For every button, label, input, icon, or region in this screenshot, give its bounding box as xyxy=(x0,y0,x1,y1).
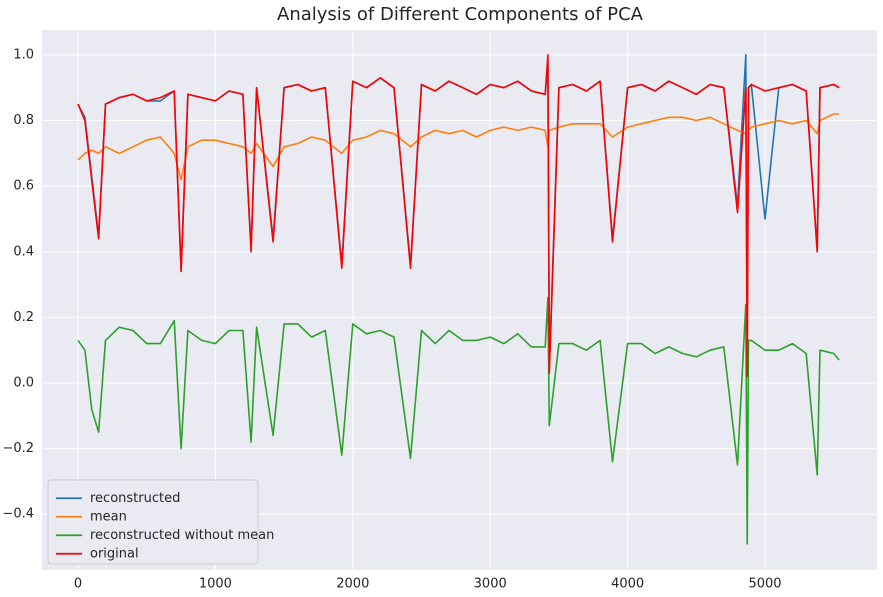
legend: reconstructed mean reconstructed without m… xyxy=(47,479,274,565)
y-tick-label: 0.0 xyxy=(13,376,34,391)
y-tick-label: −0.4 xyxy=(2,507,34,522)
legend-label: reconstructed without mean xyxy=(90,528,274,543)
x-tick-label: 2000 xyxy=(336,577,369,592)
series-line xyxy=(77,296,840,545)
y-tick-label: 0.4 xyxy=(13,244,34,259)
legend-label: original xyxy=(90,546,139,561)
y-tick-label: 0.8 xyxy=(13,113,34,128)
legend-label: mean xyxy=(90,509,127,524)
chart-title: Analysis of Different Components of PCA xyxy=(277,4,644,25)
x-tick-label: 1000 xyxy=(199,577,232,592)
x-tick-label: 4000 xyxy=(611,577,644,592)
x-tick-label: 3000 xyxy=(474,577,507,592)
y-tick-label: 0.2 xyxy=(13,310,34,325)
legend-label: reconstructed xyxy=(90,491,180,506)
x-tick-label: 5000 xyxy=(748,577,781,592)
y-tick-label: 1.0 xyxy=(13,47,34,62)
y-tick-label: −0.2 xyxy=(2,441,34,456)
y-tick-label: 0.6 xyxy=(13,179,34,194)
x-tick-label: 0 xyxy=(74,577,82,592)
legend-box xyxy=(47,479,259,565)
series-line xyxy=(77,54,840,378)
